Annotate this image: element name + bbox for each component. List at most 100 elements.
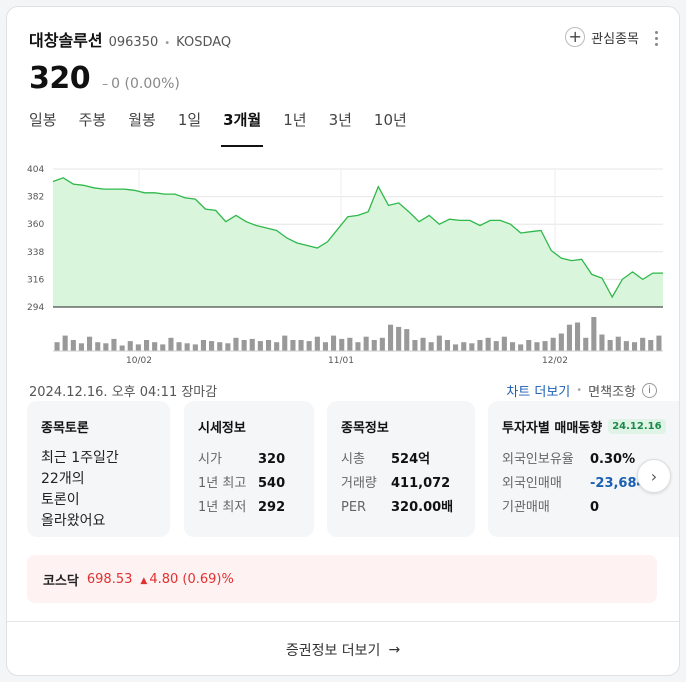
separator-dot: • [164, 38, 171, 49]
chart-more-link[interactable]: 차트 더보기 [506, 384, 571, 400]
volume-bar [331, 335, 337, 351]
price-chart: 404 382 360 338 316 294 10/02 11/01 12/02 [27, 157, 667, 367]
year-high-row: 1년 최고 540 [198, 472, 300, 496]
disclaimer-link[interactable]: 면책조항 [588, 384, 636, 400]
tab-5[interactable]: 1년 [283, 111, 307, 129]
volume-bar [501, 336, 507, 351]
discussion-title: 종목토론 [41, 421, 89, 436]
investor-trend-card[interactable]: 투자자별 매매동향 24.12.16 외국인보유율 0.30% 외국인매매 -23,… [488, 401, 679, 537]
price-row: 320 –0 (0.00%) [29, 61, 663, 96]
volume-bar [640, 337, 646, 351]
volume-bar [632, 342, 638, 351]
tab-2[interactable]: 월봉 [128, 111, 156, 129]
year-low-label: 1년 최저 [198, 500, 247, 515]
open-value: 320 [258, 452, 286, 467]
volume-bar [599, 334, 605, 351]
volume-bar [396, 326, 402, 351]
volume-bar [461, 342, 467, 351]
more-options-icon[interactable] [651, 29, 661, 47]
volume-bar [575, 322, 581, 351]
stock-market: KOSDAQ [176, 35, 232, 50]
chart-svg: 404 382 360 338 316 294 10/02 11/01 12/02 [27, 165, 664, 366]
institution-trade-row: 기관매매 0 [502, 496, 674, 520]
y-tick-label: 404 [27, 165, 44, 175]
stock-name[interactable]: 대창솔루션 [29, 31, 103, 50]
volume-bar [241, 340, 247, 351]
volume-bar [54, 342, 60, 351]
more-stock-info-button[interactable]: 증권정보 더보기 → [7, 621, 679, 675]
discussion-card[interactable]: 종목토론 최근 1주일간 22개의 토론이 올라왔어요 [27, 401, 170, 537]
foreign-trade-label: 외국인매매 [502, 476, 562, 491]
volume-bar [623, 341, 629, 351]
period-tabs: 일봉 주봉 월봉 1일 3개월 1년 3년 10년 [29, 107, 429, 147]
volume-bar [152, 342, 158, 351]
open-label: 시가 [198, 452, 222, 467]
foreign-trade-value: -23,684 [590, 476, 646, 491]
volume-bar [119, 345, 125, 351]
investor-trend-title: 투자자별 매매동향 24.12.16 [502, 417, 674, 436]
index-bar[interactable]: 코스닥 698.53 ▲ 4.80 (0.69)% [27, 555, 657, 603]
next-card-button[interactable]: › [637, 459, 671, 493]
volume-bar [477, 340, 483, 351]
tab-1[interactable]: 주봉 [78, 111, 107, 129]
volume-bar [192, 344, 198, 351]
market-cap-row: 시총 524억 [341, 448, 461, 472]
stock-info-card[interactable]: 종목정보 시총 524억 거래량 411,072 PER 320.00배 [327, 401, 475, 537]
volume-bar [656, 335, 662, 351]
market-timestamp: 2024.12.16. 오후 04:11 장마감 [29, 384, 218, 400]
institution-trade-value: 0 [590, 500, 600, 515]
index-change-value: 4.80 (0.69)% [149, 571, 234, 587]
stock-header: 대창솔루션 096350 • KOSDAQ 320 –0 (0.00%) + 관… [29, 27, 663, 97]
y-tick-label: 338 [27, 248, 44, 258]
volume-bar [176, 342, 182, 351]
volume-bar [436, 335, 442, 351]
tab-0[interactable]: 일봉 [29, 111, 57, 129]
volume-bar [355, 342, 361, 351]
tab-3[interactable]: 1일 [177, 111, 202, 129]
volume-bar [306, 341, 312, 351]
volume-bar [209, 341, 215, 351]
volume-row: 거래량 411,072 [341, 472, 461, 496]
watchlist-label: 관심종목 [591, 31, 639, 47]
volume-bar [266, 340, 272, 351]
current-price: 320 [29, 61, 91, 96]
volume-bar [274, 342, 280, 351]
volume-bar [87, 336, 93, 351]
volume-label: 거래량 [341, 476, 377, 491]
volume-bar [566, 324, 572, 351]
y-tick-label: 316 [27, 275, 44, 285]
y-tick-label: 294 [27, 303, 44, 313]
volume-bar [111, 338, 117, 351]
info-icon[interactable]: i [642, 382, 657, 398]
volume-bar [485, 337, 491, 351]
stock-code: 096350 [108, 35, 159, 50]
tab-6[interactable]: 3년 [328, 111, 352, 129]
volume-bar [558, 333, 564, 351]
volume-bar [95, 342, 101, 351]
index-value: 698.53 [86, 571, 133, 587]
triangle-up-icon: ▲ [140, 575, 148, 586]
volume-bar [103, 343, 109, 351]
tab-4[interactable]: 3개월 [221, 107, 264, 147]
market-info-card[interactable]: 시세정보 시가 320 1년 최고 540 1년 최저 292 [184, 401, 314, 537]
volume-bar [339, 338, 345, 351]
per-label: PER [341, 500, 367, 515]
volume-bar [412, 340, 418, 351]
year-high-label: 1년 최고 [198, 476, 247, 491]
year-low-row: 1년 최저 292 [198, 496, 300, 520]
volume-bar [615, 336, 621, 351]
volume-bar [200, 340, 206, 351]
flat-icon: – [102, 77, 109, 91]
volume-bar [591, 317, 597, 351]
discussion-line: 올라왔어요 [41, 513, 106, 529]
chevron-right-icon: › [650, 466, 658, 486]
volume-bar [298, 340, 304, 351]
y-tick-label: 382 [27, 193, 44, 203]
x-tick-label: 10/02 [126, 356, 152, 366]
date-badge: 24.12.16 [608, 419, 666, 434]
tab-7[interactable]: 10년 [373, 111, 407, 129]
volume-bar [233, 337, 239, 351]
volume-bar [78, 343, 84, 351]
add-watchlist-button[interactable]: + 관심종목 [565, 27, 639, 47]
change-percent: (0.00%) [124, 76, 180, 92]
